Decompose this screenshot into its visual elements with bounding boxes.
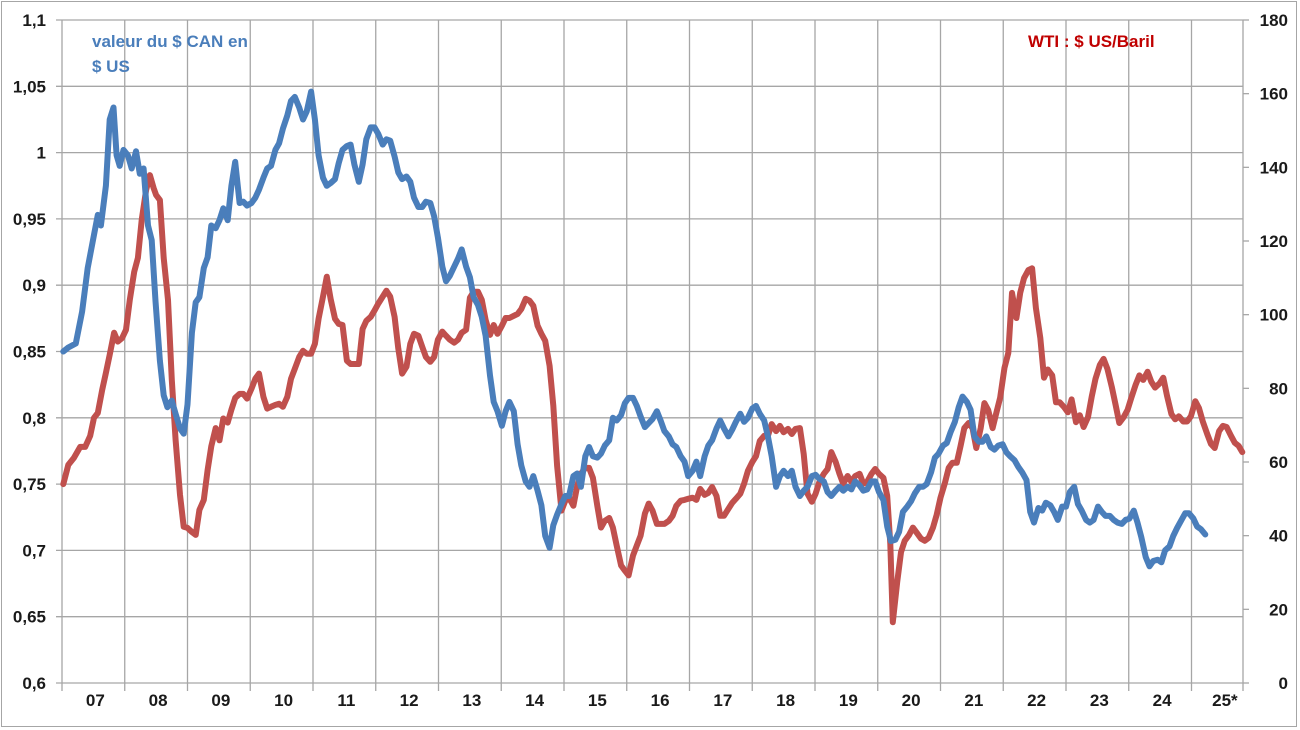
left-tick-label: 1,1 [22,11,46,30]
right-tick-label: 60 [1269,453,1288,472]
x-tick-label: 17 [713,691,732,710]
x-tick-label: 10 [274,691,293,710]
x-tick-label: 18 [776,691,795,710]
right-tick-label: 20 [1269,600,1288,619]
right-tick-label: 180 [1260,11,1288,30]
right-tick-label: 80 [1269,379,1288,398]
x-tick-label: 19 [839,691,858,710]
x-tick-label: 20 [902,691,921,710]
wti-series-line [60,172,1246,626]
left-tick-label: 1,05 [13,77,46,96]
cad-legend-line2: $ US [92,57,130,76]
right-tick-label: 120 [1260,232,1288,251]
x-tick-label: 25* [1212,691,1238,710]
x-tick-label: 21 [964,691,983,710]
x-tick-label: 16 [651,691,670,710]
left-tick-label: 0,85 [13,343,46,362]
left-tick-label: 0,6 [22,674,46,693]
left-tick-label: 0,8 [22,409,46,428]
right-tick-label: 0 [1279,674,1288,693]
cad-series-line [60,88,1209,570]
gridlines [56,19,1249,691]
right-tick-label: 160 [1260,85,1288,104]
x-tick-label: 14 [525,691,544,710]
right-tick-label: 140 [1260,158,1288,177]
x-tick-label: 13 [462,691,481,710]
left-tick-label: 0,9 [22,276,46,295]
left-tick-label: 0,65 [13,608,46,627]
left-tick-label: 0,7 [22,541,46,560]
x-tick-label: 08 [149,691,168,710]
x-tick-label: 22 [1027,691,1046,710]
x-tick-label: 11 [337,691,355,710]
x-tick-label: 15 [588,691,607,710]
left-tick-label: 1 [37,144,46,163]
x-tick-label: 24 [1153,691,1172,710]
wti-legend: WTI : $ US/Baril [1028,32,1155,51]
x-tick-label: 12 [400,691,419,710]
right-tick-label: 40 [1269,527,1288,546]
x-tick-label: 23 [1090,691,1109,710]
right-tick-label: 100 [1260,306,1288,325]
left-axis-ticks: 0,6 0,65 0,7 0,75 0,8 0,85 0,9 0,95 1 1,05 1,1 [13,11,46,693]
x-axis-ticks: 07 08 09 10 11 12 13 14 15 16 17 18 19 20 21 22 23 24 25* [86,691,1238,710]
x-tick-label: 09 [211,691,230,710]
left-tick-label: 0,75 [13,475,46,494]
x-tick-label: 07 [86,691,105,710]
cad-legend-line1: valeur du $ CAN en [92,32,248,51]
left-tick-label: 0,95 [13,210,46,229]
right-axis-ticks: 0 20 40 60 80 100 120 140 160 180 [1260,11,1288,693]
